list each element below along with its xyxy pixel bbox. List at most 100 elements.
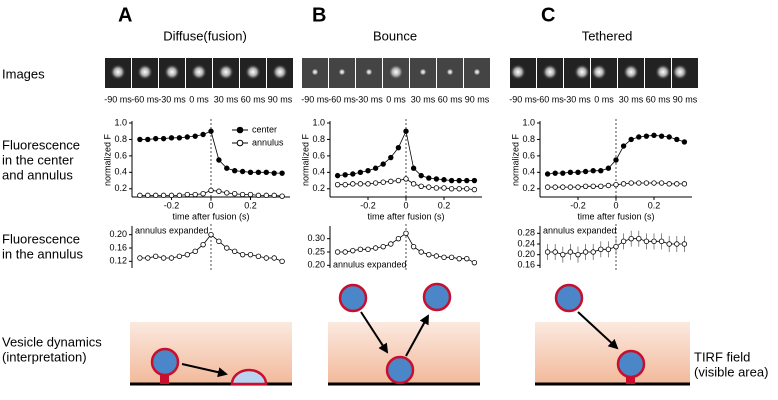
image-spot [365,68,373,76]
data-point [403,230,409,237]
data-point [388,241,394,247]
data-point [643,238,650,245]
data-point [666,134,672,140]
data-point [636,180,642,186]
legend-label: annulus [252,137,284,147]
annotation: annulus expanded [135,225,209,235]
data-point [271,255,277,261]
data-point [137,136,143,143]
image-spot [272,64,288,80]
legend-marker [236,139,244,147]
data-point [224,165,230,171]
image-spot [419,68,427,76]
data-point [552,170,558,176]
data-point [145,255,151,261]
image-spot [245,64,261,80]
data-point [192,191,198,198]
data-point [552,184,558,190]
image-spot [137,64,153,80]
image-spot [623,64,639,80]
image-spot [388,64,404,80]
image-spot [338,68,346,76]
data-point [582,168,589,175]
data-point [441,185,447,191]
data-point [471,177,478,184]
data-point [168,192,175,199]
data-point [448,186,455,192]
data-point [239,168,246,175]
data-point [247,251,254,258]
data-point [605,182,612,189]
data-point [395,177,402,184]
data-point [448,177,455,184]
data-point [628,136,634,143]
data-point [350,171,356,177]
data-point [231,167,238,174]
legend-label: center [252,124,277,134]
y-tick-label: 0.4 [522,167,535,177]
data-point [200,131,206,138]
row-label: Fluorescence [2,137,80,152]
image-time: 60 ms [241,94,266,104]
image-time: 60 ms [646,94,671,104]
data-point [620,181,627,187]
data-point [176,135,183,141]
data-point [271,192,277,199]
data-point [216,188,222,194]
data-point [334,249,341,255]
y-tick-label: 1.0 [312,117,325,127]
data-point [613,181,619,188]
data-point [334,172,341,179]
y-tick-label: 0.2 [312,183,325,193]
y-tick-label: 0.25 [307,246,325,256]
image-time: 30 ms [411,94,436,104]
data-point [160,255,167,261]
data-point [613,157,619,163]
data-point [239,191,246,198]
data-point [216,157,222,163]
data-point [208,187,214,194]
data-point [372,180,379,186]
row-label: and annulus [2,167,73,182]
image-time: -90 ms [301,94,329,104]
x-tick-label: -0.2 [570,200,586,210]
data-point [590,167,596,174]
arrow [181,363,228,378]
image-time: -30 ms [355,94,383,104]
data-point [279,170,285,176]
data-point [441,177,447,183]
data-point [658,133,665,139]
data-point [365,181,371,187]
data-point [651,238,657,245]
image-spot [110,64,126,80]
image-spot [218,64,234,80]
y-tick-label: 1.0 [114,117,127,127]
image-spot [655,64,671,80]
data-point [388,154,394,161]
data-point [184,251,190,258]
data-point [365,246,371,253]
x-tick-label: -0.2 [360,200,376,210]
image-time: 90 ms [268,94,293,104]
image-spot [164,64,180,80]
data-point [231,248,238,255]
data-point [152,135,159,142]
image-time: 0 ms [189,94,209,104]
data-point [192,133,198,139]
data-point [152,192,159,199]
data-point [255,169,262,176]
y-axis-label: normalized F [102,133,112,186]
data-point [464,177,470,184]
data-point [137,255,143,261]
vesicle [554,283,584,313]
data-point [350,181,356,187]
panel-letter: B [312,4,326,26]
data-point [620,238,627,245]
x-axis-label: time after fusion (s) [172,211,249,221]
image-time: 0 ms [386,94,406,104]
data-point [208,128,214,134]
data-point [342,249,348,255]
data-point [544,184,551,190]
data-point [192,248,198,255]
data-point [418,183,424,190]
